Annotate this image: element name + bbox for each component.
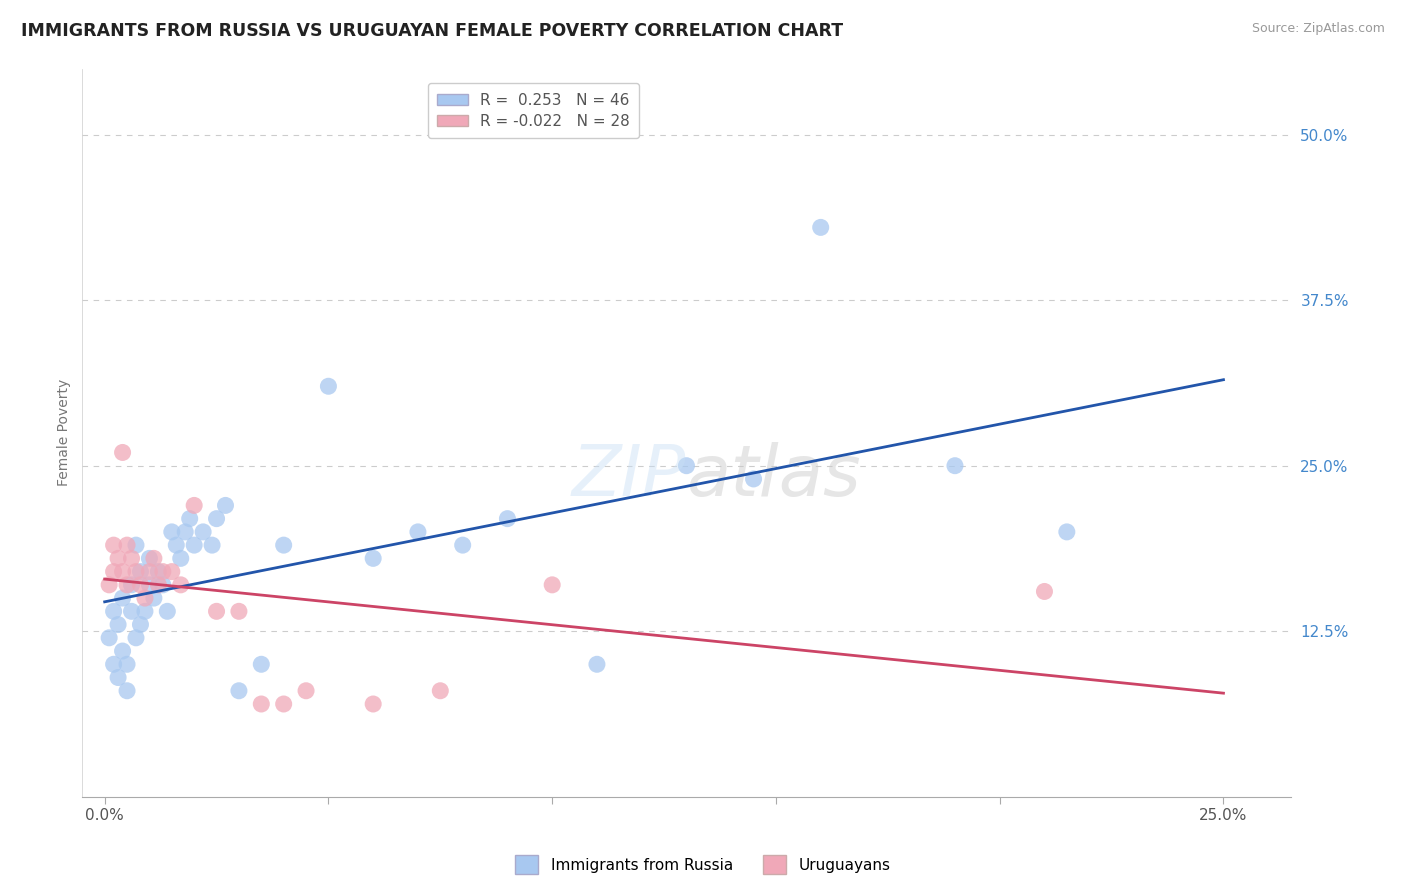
Point <box>174 524 197 539</box>
Legend: R =  0.253   N = 46, R = -0.022   N = 28: R = 0.253 N = 46, R = -0.022 N = 28 <box>429 84 640 138</box>
Point <box>107 617 129 632</box>
Point <box>228 604 250 618</box>
Point <box>250 697 273 711</box>
Point <box>361 697 384 711</box>
Point <box>273 697 295 711</box>
Point <box>111 565 134 579</box>
Point <box>201 538 224 552</box>
Point <box>165 538 187 552</box>
Point <box>103 538 125 552</box>
Text: Source: ZipAtlas.com: Source: ZipAtlas.com <box>1251 22 1385 36</box>
Point <box>103 604 125 618</box>
Point <box>205 604 228 618</box>
Text: ZIP: ZIP <box>572 442 686 511</box>
Point <box>429 683 451 698</box>
Point <box>115 538 138 552</box>
Point <box>810 220 832 235</box>
Point <box>111 445 134 459</box>
Point <box>142 551 165 566</box>
Point <box>152 565 174 579</box>
Point <box>191 524 214 539</box>
Point <box>129 617 152 632</box>
Point <box>121 551 143 566</box>
Point <box>675 458 697 473</box>
Point <box>586 657 609 672</box>
Text: atlas: atlas <box>686 442 860 511</box>
Point <box>138 578 160 592</box>
Point <box>156 604 179 618</box>
Point <box>183 538 205 552</box>
Point <box>103 565 125 579</box>
Point <box>98 631 121 645</box>
Text: IMMIGRANTS FROM RUSSIA VS URUGUAYAN FEMALE POVERTY CORRELATION CHART: IMMIGRANTS FROM RUSSIA VS URUGUAYAN FEMA… <box>21 22 844 40</box>
Point <box>111 591 134 606</box>
Point <box>1033 584 1056 599</box>
Point <box>107 551 129 566</box>
Point <box>142 591 165 606</box>
Point <box>125 565 148 579</box>
Point <box>170 551 193 566</box>
Point <box>214 499 236 513</box>
Point <box>115 683 138 698</box>
Point <box>205 511 228 525</box>
Point <box>129 578 152 592</box>
Point <box>179 511 201 525</box>
Point <box>1056 524 1078 539</box>
Point <box>541 578 564 592</box>
Point <box>115 578 138 592</box>
Point <box>134 604 156 618</box>
Point <box>152 578 174 592</box>
Point <box>148 565 170 579</box>
Point <box>138 565 160 579</box>
Point <box>250 657 273 672</box>
Point <box>107 671 129 685</box>
Point <box>98 578 121 592</box>
Point <box>170 578 193 592</box>
Point <box>160 524 183 539</box>
Point <box>148 578 170 592</box>
Point <box>361 551 384 566</box>
Point <box>406 524 429 539</box>
Point <box>183 499 205 513</box>
Point <box>129 565 152 579</box>
Y-axis label: Female Poverty: Female Poverty <box>58 379 72 486</box>
Point <box>121 578 143 592</box>
Point <box>103 657 125 672</box>
Point <box>496 511 519 525</box>
Point <box>228 683 250 698</box>
Point <box>138 551 160 566</box>
Point <box>273 538 295 552</box>
Point <box>134 591 156 606</box>
Legend: Immigrants from Russia, Uruguayans: Immigrants from Russia, Uruguayans <box>509 849 897 880</box>
Point <box>943 458 966 473</box>
Point <box>115 657 138 672</box>
Point <box>121 604 143 618</box>
Point <box>111 644 134 658</box>
Point <box>160 565 183 579</box>
Point <box>451 538 474 552</box>
Point <box>125 538 148 552</box>
Point <box>318 379 340 393</box>
Point <box>125 631 148 645</box>
Point <box>295 683 318 698</box>
Point <box>742 472 765 486</box>
